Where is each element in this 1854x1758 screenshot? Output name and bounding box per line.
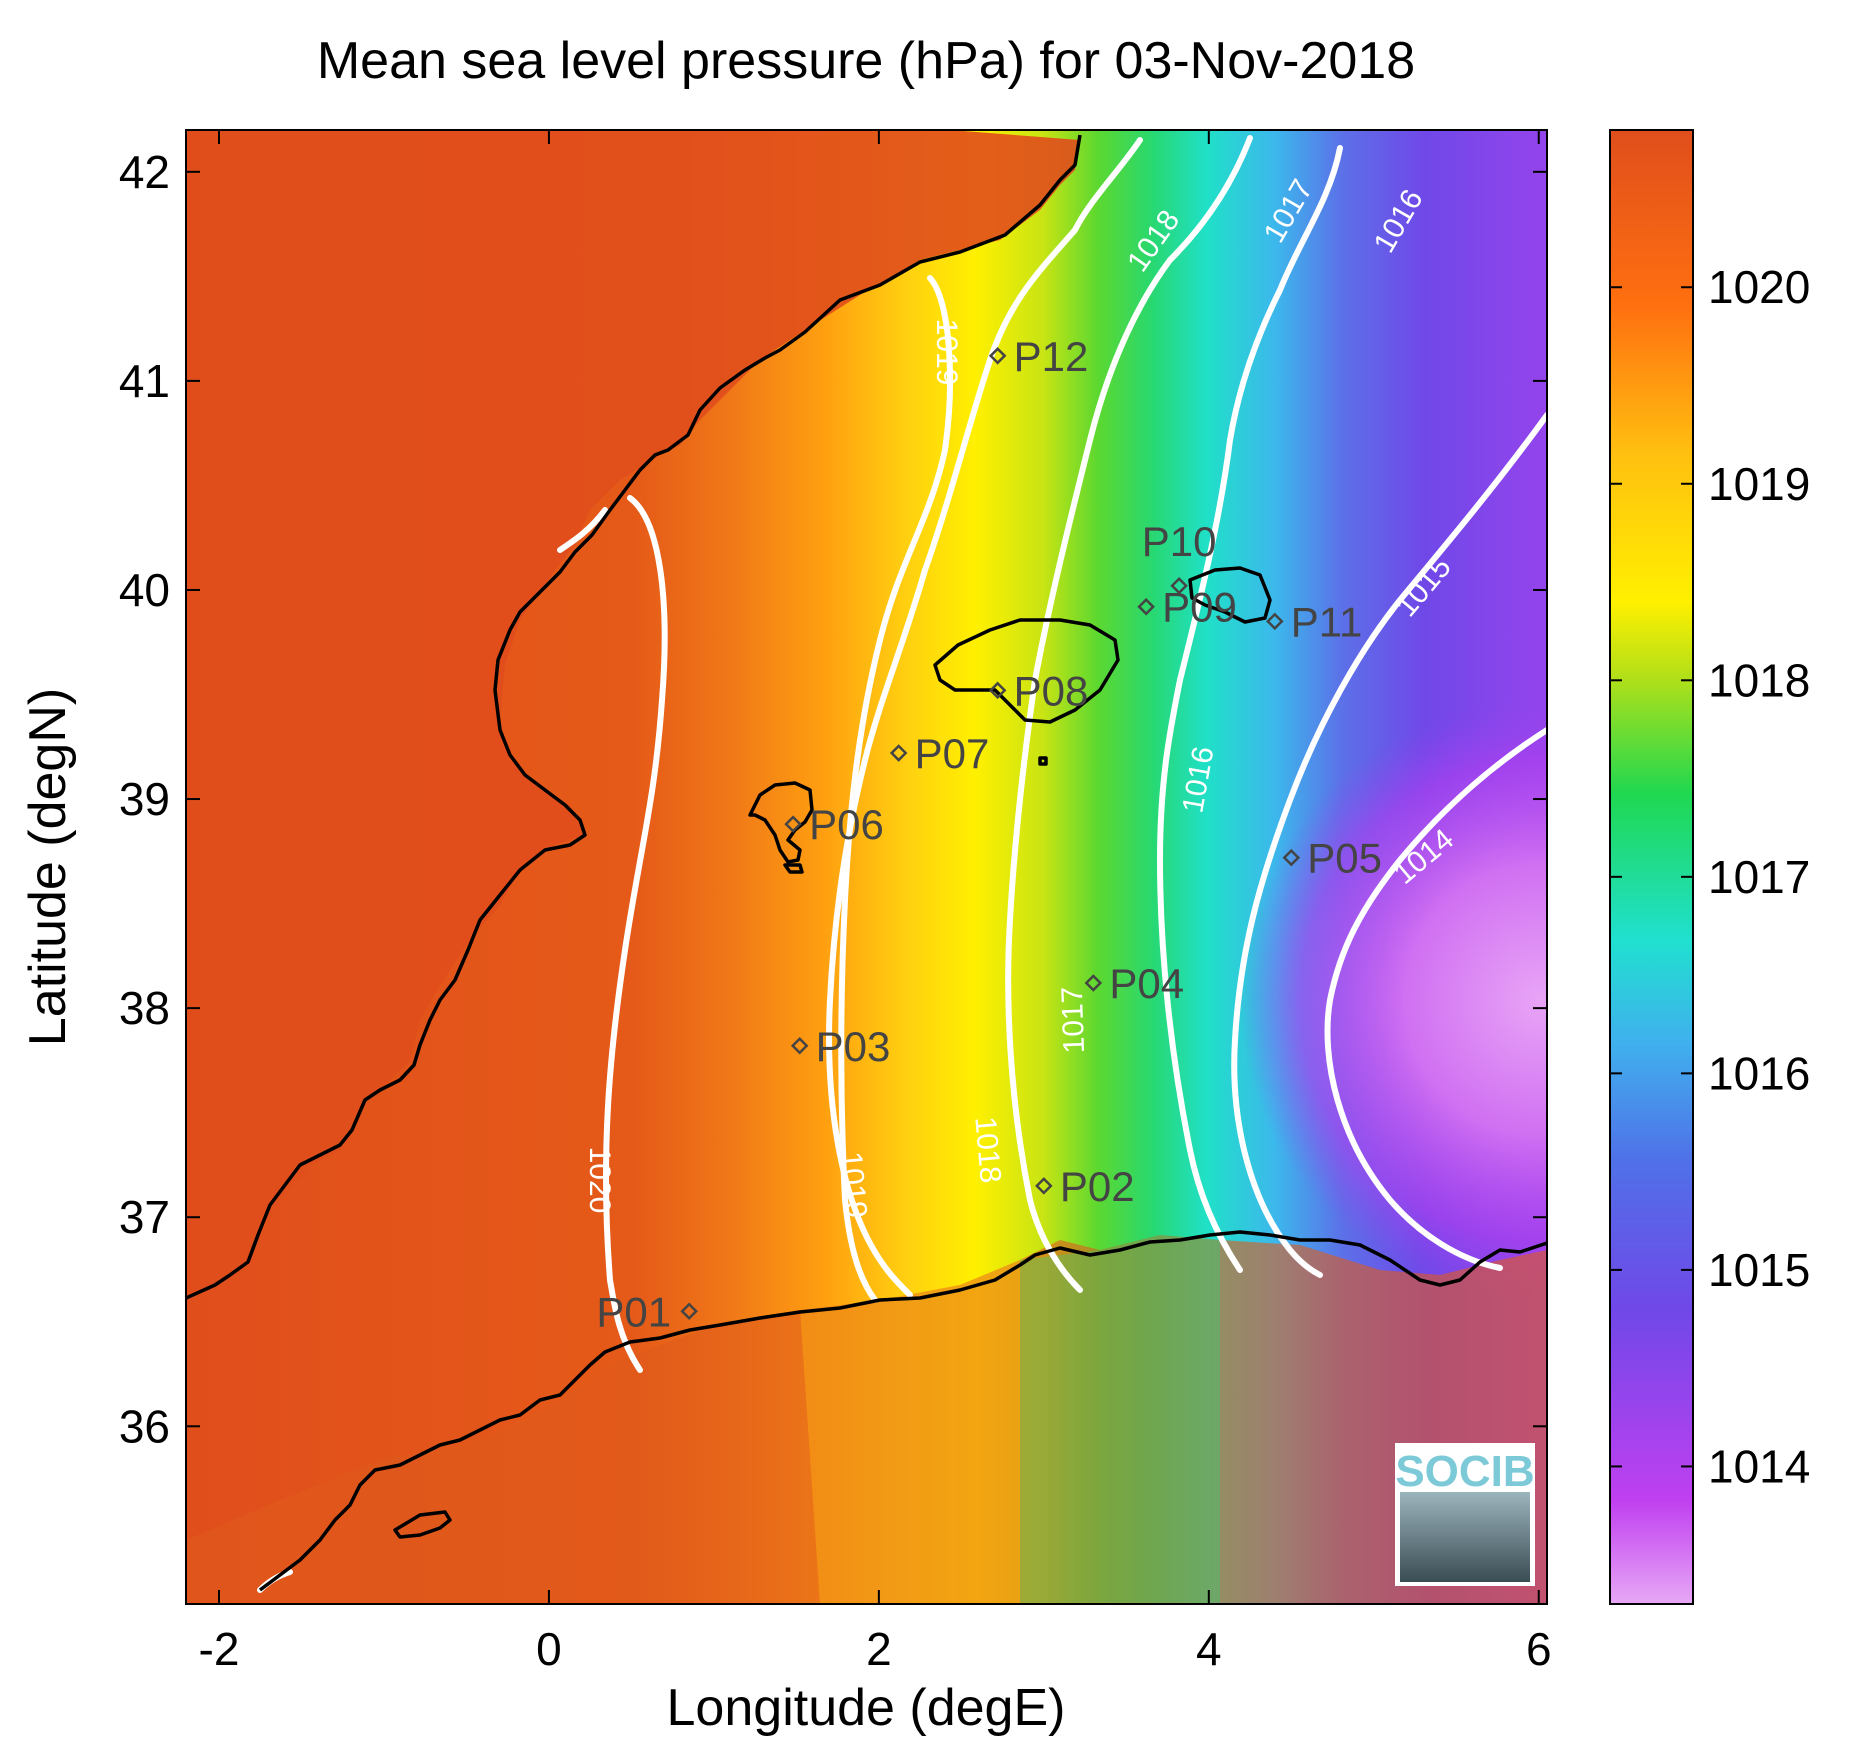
station-point: P10: [1142, 518, 1217, 595]
colorbar-tick-label: 1015: [1708, 1244, 1810, 1296]
colorbar: 1014 1015 1016 1017 1018 1019 1020: [1609, 129, 1810, 1605]
station-label: P05: [1307, 835, 1382, 882]
colorbar-tick-label: 1019: [1708, 458, 1810, 510]
y-tick-label: 42: [119, 146, 170, 198]
low-pressure-center: [1200, 700, 1547, 1300]
station-point: P06: [784, 801, 884, 848]
y-axis-ticks: 36 37 38 39 40 41 42: [119, 146, 1547, 1452]
mallorca-coast: [933, 618, 1120, 724]
contour-label: 1017: [1056, 986, 1091, 1054]
station-marker: [790, 1036, 809, 1055]
contour-1020: [602, 495, 668, 1373]
station-marker: [1282, 848, 1301, 867]
station-label: P01: [596, 1288, 671, 1335]
station-marker: [1266, 612, 1284, 631]
y-tick-label: 41: [119, 355, 170, 407]
x-tick-label: 2: [866, 1623, 892, 1675]
station-label: P10: [1142, 518, 1217, 565]
contour-label: 1019: [930, 319, 963, 386]
colorbar-tick-label: 1018: [1708, 654, 1810, 706]
iberia-coast: [186, 134, 1082, 1300]
station-label: P09: [1162, 584, 1237, 631]
contour-1020-top: [557, 507, 608, 553]
contour-1018: [826, 137, 1143, 1298]
africa-land-tint: [800, 1260, 1020, 1604]
station-label: P07: [915, 730, 990, 777]
contour-1019: [838, 275, 953, 1303]
colorbar-tick-label: 1014: [1708, 1440, 1810, 1492]
station-label: P06: [809, 801, 884, 848]
africa-coast: [258, 1230, 1547, 1592]
y-tick-label: 40: [119, 564, 170, 616]
station-marker: [784, 815, 802, 833]
contour-1016: [1156, 145, 1343, 1273]
menorca-coast: [1188, 566, 1272, 624]
station-label: P12: [1014, 333, 1089, 380]
station-point: P04: [1084, 960, 1184, 1007]
africa-land: [186, 1235, 1547, 1604]
chart-title: Mean sea level pressure (hPa) for 03-Nov…: [317, 32, 1415, 90]
colorbar-tick-label: 1016: [1708, 1047, 1810, 1099]
y-tick-label: 39: [119, 773, 170, 825]
y-axis-label: Latitude (degN): [19, 688, 77, 1046]
cabrera-coast: [1038, 756, 1048, 766]
africa-land-tint-green: [1020, 1235, 1220, 1604]
station-marker: [1084, 974, 1103, 992]
contour-label: 1018: [968, 1115, 1007, 1184]
station-label: P04: [1109, 960, 1184, 1007]
map-frame: [185, 129, 1548, 1605]
station-point: P12: [988, 333, 1089, 380]
station-label: P11: [1291, 598, 1363, 645]
station-point: P09: [1137, 584, 1237, 631]
contour-label: 1020: [583, 1147, 616, 1214]
station-marker: [988, 347, 1007, 365]
contour-label: 1019: [834, 1150, 873, 1219]
station-point: P11: [1266, 598, 1363, 645]
x-tick-label: 4: [1196, 1623, 1222, 1675]
station-point: P07: [889, 730, 990, 777]
iberia-land: [186, 130, 1080, 1300]
y-tick-label: 36: [119, 1400, 170, 1452]
station-points: P01 P02 P03 P04 P05 P06 P07 P08 P09 P10 P11 P12: [596, 333, 1382, 1335]
station-label: P02: [1060, 1163, 1135, 1210]
y-tick-label: 37: [119, 1191, 170, 1243]
formentera-coast: [783, 863, 804, 874]
station-point: P08: [988, 667, 1089, 714]
y-tick-label: 38: [119, 982, 170, 1034]
socib-logo: SOCIB: [1395, 1443, 1535, 1586]
station-label: P03: [816, 1023, 891, 1070]
map-plot-area: SOCIB: [186, 130, 1547, 1604]
colorbar-tick-label: 1020: [1708, 261, 1810, 313]
coastline: [186, 134, 1547, 1592]
colorbar-tick-label: 1017: [1708, 851, 1810, 903]
station-marker: [680, 1302, 698, 1321]
station-marker: [889, 744, 908, 762]
x-tick-label: 6: [1526, 1623, 1552, 1675]
x-axis-ticks: -2 0 2 4 6: [199, 130, 1552, 1675]
colorbar-ticks: 1014 1015 1016 1017 1018 1019 1020: [1610, 261, 1810, 1492]
station-point: P01: [596, 1288, 698, 1335]
ibiza-coast: [748, 781, 814, 864]
colorbar-fill: [1609, 129, 1694, 1605]
station-point: P02: [1035, 1163, 1135, 1210]
x-axis-label: Longitude (degE): [667, 1679, 1066, 1737]
contour-1014: [1324, 727, 1547, 1271]
station-marker: [988, 681, 1007, 700]
station-marker: [1137, 597, 1155, 616]
x-tick-label: -2: [199, 1623, 240, 1675]
station-marker: [1035, 1177, 1053, 1195]
logo-text: SOCIB: [1395, 1447, 1534, 1496]
contour-1017: [1005, 135, 1253, 1293]
station-label: P08: [1014, 667, 1089, 714]
station-point: P03: [790, 1023, 891, 1070]
station-point: P05: [1282, 835, 1382, 882]
station-marker: [1170, 577, 1188, 595]
x-tick-label: 0: [536, 1623, 562, 1675]
contour-1015: [1231, 412, 1547, 1278]
alboran-coast: [393, 1510, 452, 1539]
